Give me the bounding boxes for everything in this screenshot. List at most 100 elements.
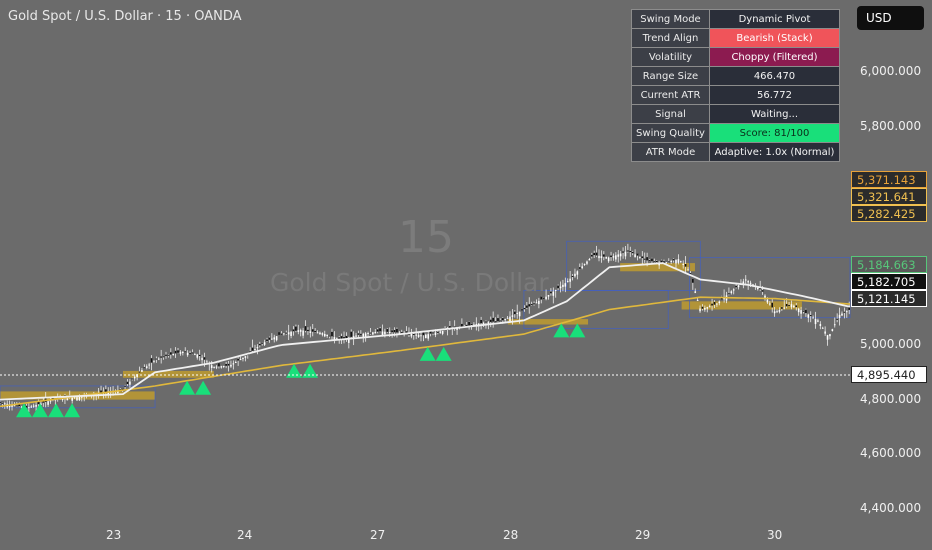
price-label-resistance-3: 5,282.425 (851, 205, 927, 222)
candle-body (781, 307, 783, 309)
candle-body (489, 319, 492, 322)
candle-body (222, 365, 225, 367)
candle-body (819, 324, 822, 326)
info-value: Bearish (Stack) (709, 28, 840, 48)
candle-body (749, 282, 752, 284)
candle-body (530, 304, 533, 306)
candle-body (564, 283, 567, 287)
candle-body (509, 316, 511, 322)
candle-body (682, 263, 685, 265)
candle-body (528, 304, 531, 307)
candle-body (511, 315, 514, 317)
candle-body (100, 390, 102, 394)
candle-body (687, 269, 689, 271)
info-label: Swing Quality (631, 123, 710, 143)
candle-body (747, 281, 749, 283)
candle-body (196, 354, 199, 358)
watermark-symbol: Gold Spot / U.S. Dollar (270, 268, 549, 297)
candle-body (615, 255, 617, 260)
candle-body (641, 256, 644, 259)
candle-body (273, 337, 276, 340)
candle-body (552, 291, 555, 296)
supply-zone (681, 301, 802, 310)
price-label-support: 5,121.145 (851, 290, 927, 307)
candle-body (381, 331, 384, 337)
candle-body (143, 367, 146, 369)
candle-body (800, 310, 802, 314)
candle-body (386, 329, 389, 332)
candle-body (439, 331, 442, 333)
candle-body (667, 261, 670, 263)
candle-body (251, 347, 254, 351)
candle-body (603, 254, 605, 257)
candle-body (468, 321, 470, 326)
candle-body (391, 330, 393, 333)
candle-body (766, 299, 769, 303)
candle-body (730, 291, 733, 293)
candle-body (129, 381, 131, 385)
candle-body (607, 257, 610, 262)
candle-body (384, 331, 386, 335)
buy-signal-marker (32, 403, 49, 418)
candle-body (809, 315, 812, 317)
candle-body (752, 284, 754, 286)
candle-body (52, 397, 54, 400)
candle-body (783, 307, 786, 309)
candle-body (47, 401, 49, 405)
candle-body (429, 330, 432, 334)
candle-body (824, 331, 826, 334)
candle-body (319, 332, 321, 335)
candle-body (259, 343, 261, 346)
candle-body (838, 314, 841, 319)
candle-body (299, 330, 302, 332)
candle-body (237, 358, 239, 361)
candle-body (218, 363, 220, 367)
candle-body (833, 324, 836, 326)
candle-body (263, 342, 266, 345)
candle-body (655, 260, 658, 263)
y-tick: 4,400.000 (860, 501, 922, 515)
candle-body (355, 335, 357, 337)
candle-body (323, 333, 326, 337)
candle-body (605, 257, 608, 259)
info-row-signal: Signal Waiting... (631, 104, 840, 124)
buy-signal-marker (419, 346, 436, 361)
candle-body (316, 332, 319, 334)
candle-body (107, 392, 110, 396)
candle-body (612, 256, 615, 258)
candle-body (280, 333, 283, 335)
candle-body (684, 264, 687, 267)
candle-body (18, 404, 21, 407)
candle-body (333, 337, 336, 340)
info-label: Signal (631, 104, 710, 124)
buy-signal-marker (195, 380, 212, 395)
candle-body (153, 360, 155, 362)
candle-body (547, 294, 550, 297)
candle-body (677, 259, 680, 263)
candle-body (32, 405, 35, 407)
info-value: Choppy (Filtered) (709, 47, 840, 67)
candle-body (843, 311, 846, 313)
info-row-swing-quality: Swing Quality Score: 81/100 (631, 123, 840, 143)
candle-body (189, 353, 191, 355)
currency-button[interactable]: USD (857, 6, 924, 30)
buy-signal-marker (48, 403, 65, 418)
candle-body (141, 370, 143, 372)
candle-body (456, 327, 458, 330)
info-row-trend-align: Trend Align Bearish (Stack) (631, 28, 840, 48)
candle-body (506, 317, 509, 319)
x-tick: 30 (767, 528, 783, 542)
candle-body (841, 313, 843, 316)
candle-body (538, 300, 540, 305)
candle-body (773, 311, 776, 314)
candle-body (13, 405, 16, 407)
candle-body (497, 318, 499, 322)
buy-signal-marker (553, 323, 570, 338)
candle-body (651, 258, 653, 262)
info-row-range-size: Range Size 466.470 (631, 66, 840, 86)
candle-body (304, 326, 307, 331)
candle-body (646, 257, 648, 261)
candle-body (249, 351, 251, 353)
candle-body (569, 278, 571, 282)
